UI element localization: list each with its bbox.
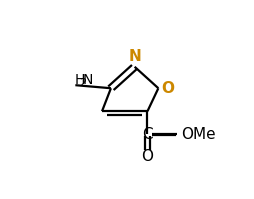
Text: OMe: OMe (180, 128, 215, 142)
Text: O: O (141, 149, 153, 164)
Text: H: H (74, 73, 84, 87)
Text: N: N (82, 73, 93, 87)
Text: 2: 2 (79, 78, 86, 88)
Text: C: C (142, 128, 152, 142)
Text: O: O (161, 81, 174, 96)
Text: N: N (128, 50, 140, 64)
